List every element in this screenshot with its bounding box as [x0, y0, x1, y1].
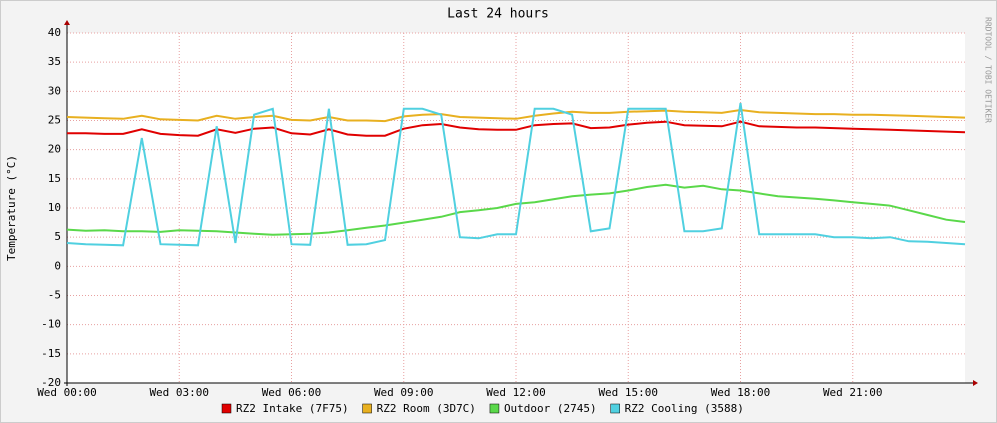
y-tick-label: 30 [48, 84, 61, 97]
legend-label: RZ2 Intake (7F75) [236, 402, 349, 415]
legend-label: RZ2 Cooling (3588) [625, 402, 744, 415]
chart-title: Last 24 hours [447, 7, 549, 22]
watermark: RRDTOOL / TOBI OETIKER [984, 17, 993, 123]
y-tick-label: 0 [54, 259, 61, 272]
x-tick-label: Wed 12:00 [486, 386, 546, 399]
y-tick-label: 35 [48, 55, 61, 68]
y-tick-label: -5 [48, 289, 61, 302]
series-line [66, 102, 966, 247]
x-tick-label: Wed 15:00 [598, 386, 658, 399]
y-tick-label: 5 [54, 230, 61, 243]
series-line [66, 108, 966, 123]
x-tick-label: Wed 00:00 [37, 386, 97, 399]
y-tick-label: -20 [41, 376, 61, 389]
y-tick-label: 25 [48, 114, 61, 127]
legend-label: RZ2 Room (3D7C) [377, 402, 476, 415]
axis-arrow [973, 380, 978, 386]
x-tick-label: Wed 03:00 [149, 386, 209, 399]
legend-swatch [362, 403, 372, 414]
series-line [66, 183, 966, 236]
y-tick-label: 10 [48, 201, 61, 214]
legend-label: Outdoor (2745) [504, 402, 597, 415]
x-tick-label: Wed 09:00 [374, 386, 434, 399]
legend-swatch [221, 403, 232, 414]
y-tick-label: 20 [48, 143, 61, 156]
legend-swatch [610, 403, 620, 414]
x-tick-label: Wed 18:00 [711, 386, 771, 399]
y-tick-label: 15 [48, 172, 61, 185]
y-tick-label: -15 [41, 347, 61, 360]
y-tick-label: 40 [48, 26, 61, 39]
x-tick-label: Wed 21:00 [823, 386, 883, 399]
x-tick-label: Wed 06:00 [262, 386, 322, 399]
y-tick-label: -10 [41, 318, 61, 331]
legend-swatch [489, 403, 500, 414]
axis-arrow [64, 20, 70, 25]
y-axis-label: Temperature (°C) [5, 155, 18, 261]
